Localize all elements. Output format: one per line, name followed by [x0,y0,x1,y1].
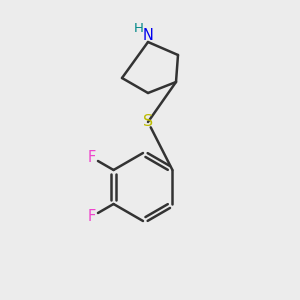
Text: F: F [88,150,96,165]
Text: S: S [143,115,153,130]
Text: N: N [142,28,153,43]
Text: F: F [88,209,96,224]
Text: H: H [134,22,144,34]
